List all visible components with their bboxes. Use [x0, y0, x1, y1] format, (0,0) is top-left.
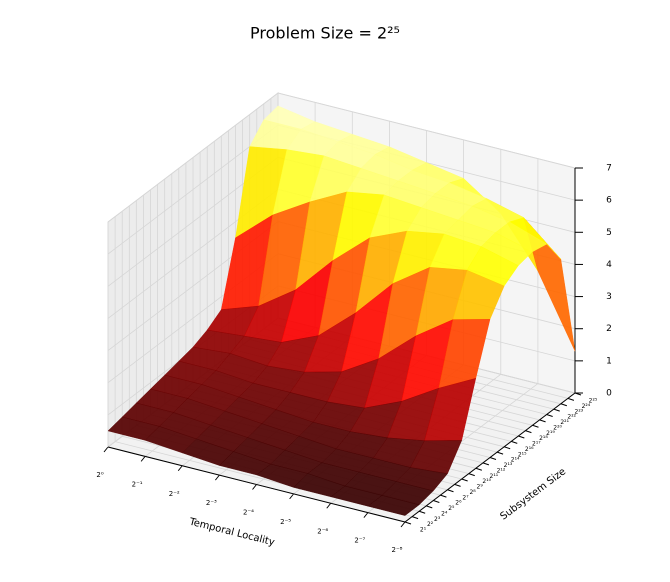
y-tick: [496, 451, 504, 455]
y-tick-label: 2¹: [420, 527, 427, 534]
x-axis-label: Temporal Locality: [187, 516, 276, 548]
y-tick-label: 2²⁴: [582, 403, 591, 410]
y-tick: [560, 403, 567, 407]
x-tick-label: 2⁰: [96, 471, 103, 479]
z-tick-label: 4: [606, 260, 612, 270]
y-tick-label: 2¹⁸: [539, 435, 548, 442]
y-tick: [447, 489, 454, 493]
x-tick: [140, 456, 146, 462]
y-tick: [553, 408, 560, 412]
x-tick-label: 2⁻³: [206, 499, 217, 507]
z-tick-label: 5: [606, 228, 612, 238]
z-tick-label: 1: [606, 356, 612, 366]
x-axis: [107, 446, 406, 523]
y-tick-label: 2¹⁵: [518, 451, 527, 458]
y-tick-label: 2²¹: [560, 419, 569, 426]
y-tick: [433, 500, 440, 503]
y-tick-label: 2¹⁴: [511, 457, 520, 464]
y-tick-label: 2¹⁰: [482, 478, 491, 485]
x-tick: [252, 484, 257, 490]
x-tick: [103, 446, 109, 453]
y-tick: [567, 397, 575, 401]
y-tick: [419, 510, 426, 514]
x-tick-label: 2⁻⁶: [317, 527, 328, 535]
x-tick: [177, 465, 183, 472]
y-tick-label: 2¹⁶: [525, 446, 534, 453]
x-tick-label: 2⁻⁷: [354, 537, 365, 545]
y-tick: [426, 505, 433, 509]
y-tick: [532, 424, 539, 428]
y-tick-label: 2³: [434, 516, 441, 523]
grid-line: [107, 92, 576, 223]
y-tick-label: 2⁵: [448, 505, 455, 512]
y-tick: [468, 473, 475, 477]
z-tick-label: 0: [606, 389, 612, 399]
x-tick: [326, 502, 332, 509]
y-tick-label: 2¹²: [497, 467, 506, 474]
y-tick-label: 2²⁰: [553, 424, 562, 431]
y-tick: [525, 430, 532, 434]
y-tick-label: 2¹³: [504, 462, 513, 469]
x-tick: [289, 493, 295, 500]
y-tick: [440, 494, 447, 498]
y-tick: [482, 462, 490, 466]
y-tick: [546, 414, 553, 417]
y-tick: [411, 516, 419, 520]
y-tick: [454, 483, 461, 487]
z-tick-label: 6: [606, 196, 612, 206]
y-tick: [539, 419, 546, 423]
y-tick-label: 2²: [427, 521, 434, 528]
x-tick-label: 2⁻⁵: [280, 518, 291, 526]
y-tick: [511, 440, 518, 444]
x-tick: [214, 474, 220, 481]
y-tick: [489, 457, 497, 460]
y-tick-label: 2²⁵: [589, 398, 598, 405]
y-tick: [404, 521, 412, 525]
y-tick-label: 2²²: [567, 414, 576, 421]
y-tick: [475, 467, 482, 471]
y-tick: [504, 446, 511, 450]
y-tick-label: 2¹⁹: [546, 430, 555, 437]
y-axis: [404, 392, 576, 523]
y-tick-label: 2⁶: [455, 500, 462, 507]
x-tick: [363, 512, 369, 518]
y-tick-label: 2⁴: [441, 510, 448, 517]
x-tick-label: 2⁻¹: [132, 480, 143, 488]
y-tick: [518, 435, 525, 439]
x-tick-label: 2⁻⁸: [392, 546, 403, 554]
x-tick-label: 2⁻²: [169, 490, 180, 498]
z-tick-label: 3: [606, 292, 612, 302]
y-tick-label: 2⁸: [469, 489, 476, 496]
y-tick-label: 2¹⁷: [532, 441, 541, 448]
z-tick-label: 2: [606, 324, 612, 334]
y-axis-label: Subsystem Size: [498, 466, 568, 522]
y-tick-label: 2⁹: [477, 484, 484, 491]
y-tick-label: 2¹¹: [490, 473, 499, 480]
surface-patch: [367, 495, 420, 516]
y-tick-label: 2²³: [575, 408, 584, 415]
z-tick-label: 7: [606, 164, 612, 174]
x-tick-label: 2⁻⁴: [243, 509, 254, 517]
x-tick: [400, 521, 406, 528]
y-tick-label: 2⁷: [462, 494, 469, 501]
y-tick: [461, 478, 468, 482]
chart-title: Problem Size = 2²⁵: [250, 24, 400, 43]
